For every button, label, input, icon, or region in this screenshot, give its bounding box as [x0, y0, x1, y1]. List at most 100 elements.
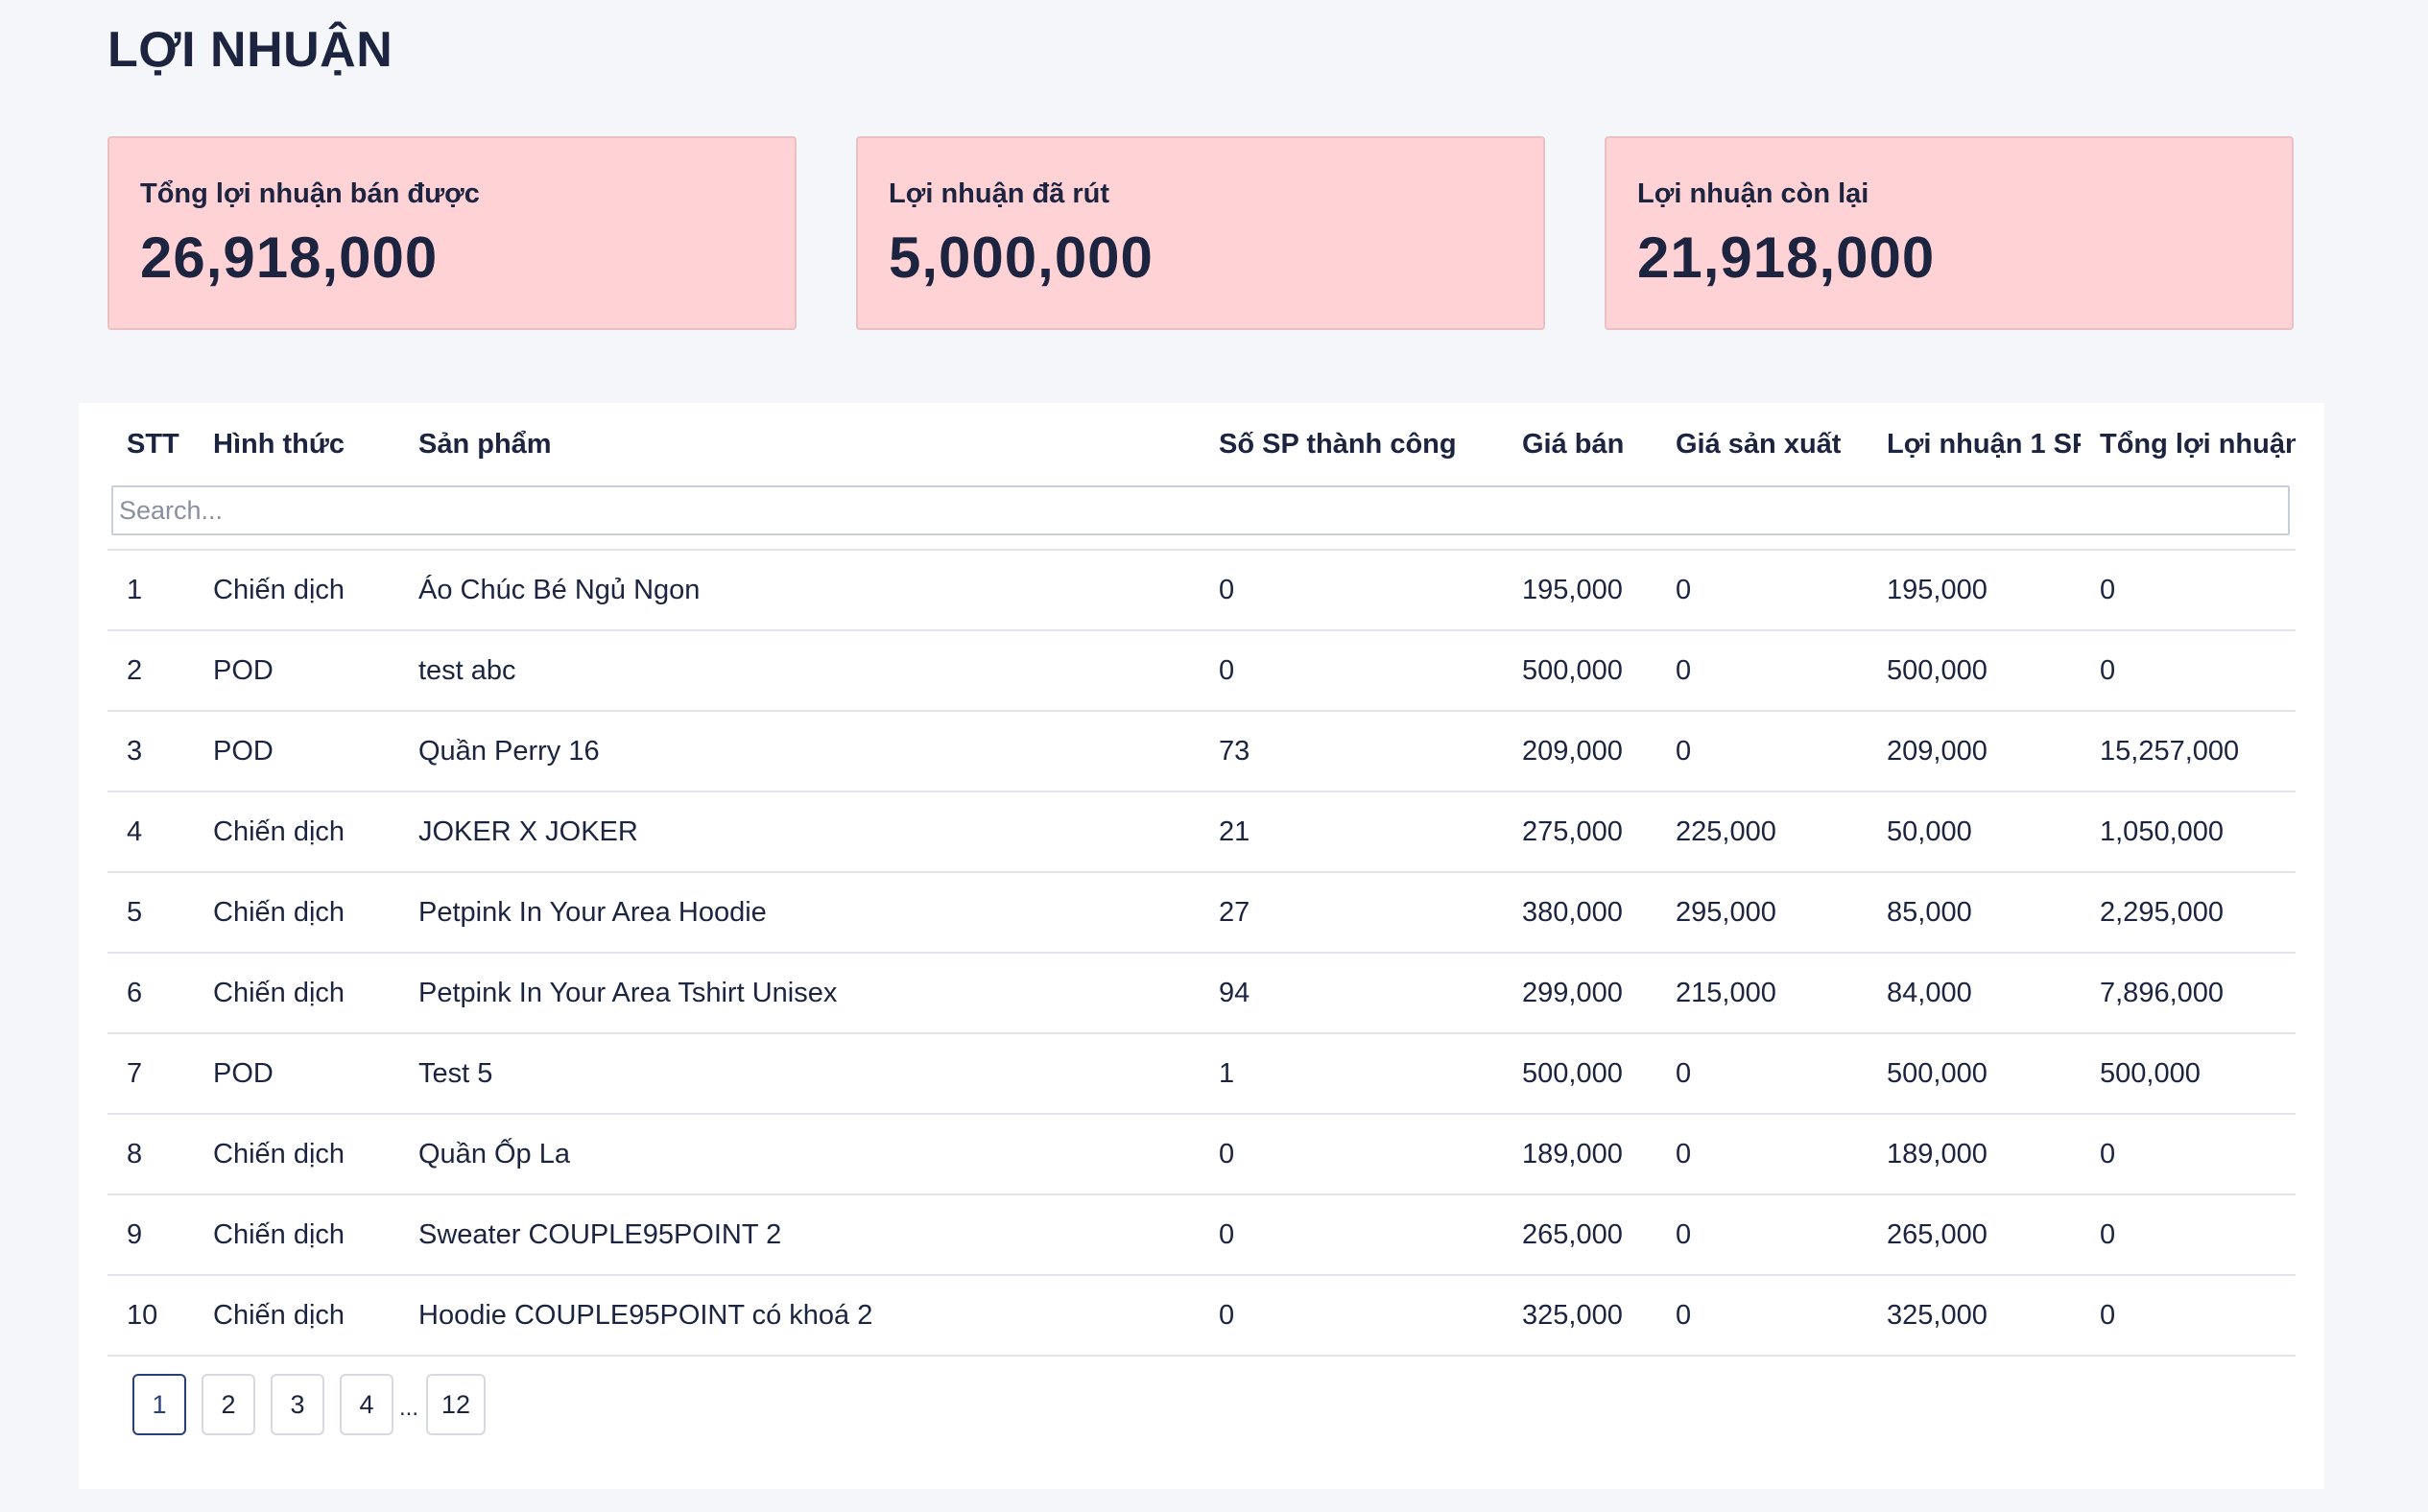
pagination-ellipsis: ...	[399, 1395, 419, 1421]
stat-value: 5,000,000	[889, 225, 1154, 290]
column-header-success-count: Số SP thành công	[1219, 428, 1457, 460]
cell-unit-profit: 500,000	[1868, 1033, 2081, 1115]
cell-unit-profit: 209,000	[1868, 711, 2081, 792]
cell-price: 195,000	[1503, 550, 1656, 631]
cell-stt: 9	[107, 1194, 194, 1276]
stat-value: 21,918,000	[1637, 225, 1936, 290]
stat-label: Lợi nhuận đã rút	[889, 178, 1110, 209]
cell-total-profit: 500,000	[2081, 1033, 2296, 1115]
cell-price: 380,000	[1503, 872, 1656, 954]
stat-label: Tổng lợi nhuận bán được	[140, 178, 480, 209]
cell-success-count: 73	[1200, 711, 1503, 792]
cell-success-count: 0	[1200, 1114, 1503, 1195]
cell-success-count: 1	[1200, 1033, 1503, 1115]
page-button-4[interactable]: 4	[340, 1374, 393, 1435]
cell-price: 275,000	[1503, 791, 1656, 873]
cell-production-cost: 295,000	[1656, 872, 1868, 954]
cell-stt: 3	[107, 711, 194, 792]
cell-type: POD	[194, 630, 399, 712]
table-body: 1 Chiến dịch Áo Chúc Bé Ngủ Ngon 0 195,000 0 1…	[107, 550, 2296, 1357]
cell-success-count: 21	[1200, 791, 1503, 873]
stat-card-withdrawn-profit: Lợi nhuận đã rút 5,000,000	[856, 136, 1545, 330]
cell-type: POD	[194, 711, 399, 792]
column-header-price: Giá bán	[1522, 428, 1625, 460]
cell-production-cost: 0	[1656, 550, 1868, 631]
column-header-stt: STT	[127, 428, 179, 460]
cell-stt: 7	[107, 1033, 194, 1115]
table-row: 7 POD Test 5 1 500,000 0 500,000 500,000	[107, 1033, 2296, 1115]
cell-price: 500,000	[1503, 1033, 1656, 1115]
page-button-1[interactable]: 1	[132, 1374, 186, 1435]
cell-total-profit: 15,257,000	[2081, 711, 2296, 792]
cell-success-count: 94	[1200, 953, 1503, 1034]
cell-price: 500,000	[1503, 630, 1656, 712]
column-header-unit-profit: Lợi nhuận 1 SP	[1887, 428, 2081, 460]
cell-unit-profit: 50,000	[1868, 791, 2081, 873]
column-header-type: Hình thức	[213, 428, 345, 460]
cell-type: Chiến dịch	[194, 550, 399, 631]
table-row: 1 Chiến dịch Áo Chúc Bé Ngủ Ngon 0 195,000 0 1…	[107, 550, 2296, 631]
cell-total-profit: 2,295,000	[2081, 872, 2296, 954]
cell-product: Sweater COUPLE95POINT 2	[399, 1194, 1200, 1276]
profit-table: STT Hình thức Sản phẩm Số SP thành công …	[107, 403, 2296, 1357]
profit-table-panel: STT Hình thức Sản phẩm Số SP thành công …	[79, 403, 2324, 1489]
cell-type: Chiến dịch	[194, 1194, 399, 1276]
cell-success-count: 0	[1200, 1194, 1503, 1276]
cell-unit-profit: 500,000	[1868, 630, 2081, 712]
cell-type: Chiến dịch	[194, 791, 399, 873]
cell-stt: 4	[107, 791, 194, 873]
cell-production-cost: 225,000	[1656, 791, 1868, 873]
column-header-product: Sản phẩm	[418, 428, 552, 460]
stat-card-remaining-profit: Lợi nhuận còn lại 21,918,000	[1605, 136, 2294, 330]
cell-price: 265,000	[1503, 1194, 1656, 1276]
cell-success-count: 0	[1200, 550, 1503, 631]
cell-production-cost: 0	[1656, 1194, 1868, 1276]
page-button-last[interactable]: 12	[426, 1374, 487, 1435]
cell-product: Quần Ốp La	[399, 1114, 1200, 1195]
cell-total-profit: 0	[2081, 630, 2296, 712]
cell-type: Chiến dịch	[194, 1114, 399, 1195]
column-header-total-profit: Tổng lợi nhuận	[2100, 428, 2296, 460]
cell-type: Chiến dịch	[194, 872, 399, 954]
cell-production-cost: 0	[1656, 1033, 1868, 1115]
cell-success-count: 0	[1200, 1275, 1503, 1357]
page-button-2[interactable]: 2	[202, 1374, 255, 1435]
cell-unit-profit: 265,000	[1868, 1194, 2081, 1276]
cell-stt: 8	[107, 1114, 194, 1195]
pagination: 1 2 3 4 ... 12	[132, 1374, 501, 1435]
cell-price: 325,000	[1503, 1275, 1656, 1357]
cell-production-cost: 0	[1656, 630, 1868, 712]
cell-production-cost: 0	[1656, 1114, 1868, 1195]
cell-price: 189,000	[1503, 1114, 1656, 1195]
table-row: 10 Chiến dịch Hoodie COUPLE95POINT có khoá…	[107, 1275, 2296, 1357]
cell-price: 299,000	[1503, 953, 1656, 1034]
cell-success-count: 0	[1200, 630, 1503, 712]
cell-total-profit: 7,896,000	[2081, 953, 2296, 1034]
cell-stt: 6	[107, 953, 194, 1034]
cell-product: Petpink In Your Area Tshirt Unisex	[399, 953, 1200, 1034]
table-row: 3 POD Quần Perry 16 73 209,000 0 209,000 15,257…	[107, 711, 2296, 792]
cell-product: Quần Perry 16	[399, 711, 1200, 792]
cell-product: test abc	[399, 630, 1200, 712]
cell-production-cost: 0	[1656, 1275, 1868, 1357]
cell-stt: 10	[107, 1275, 194, 1357]
search-input[interactable]	[111, 485, 2290, 535]
cell-product: Test 5	[399, 1033, 1200, 1115]
page-title: LỢI NHUẬN	[107, 22, 393, 78]
stat-label: Lợi nhuận còn lại	[1637, 178, 1869, 209]
cell-production-cost: 0	[1656, 711, 1868, 792]
cell-type: Chiến dịch	[194, 1275, 399, 1357]
table-row: 2 POD test abc 0 500,000 0 500,000 0	[107, 630, 2296, 712]
table-row: 5 Chiến dịch Petpink In Your Area Hoodie 27…	[107, 872, 2296, 954]
cell-product: Petpink In Your Area Hoodie	[399, 872, 1200, 954]
cell-production-cost: 215,000	[1656, 953, 1868, 1034]
cell-total-profit: 1,050,000	[2081, 791, 2296, 873]
page-button-3[interactable]: 3	[271, 1374, 324, 1435]
cell-product: Áo Chúc Bé Ngủ Ngon	[399, 550, 1200, 631]
cell-product: JOKER X JOKER	[399, 791, 1200, 873]
cell-total-profit: 0	[2081, 1114, 2296, 1195]
cell-stt: 5	[107, 872, 194, 954]
cell-unit-profit: 189,000	[1868, 1114, 2081, 1195]
table-row: 9 Chiến dịch Sweater COUPLE95POINT 2 0 265,0…	[107, 1194, 2296, 1276]
cell-total-profit: 0	[2081, 1194, 2296, 1276]
